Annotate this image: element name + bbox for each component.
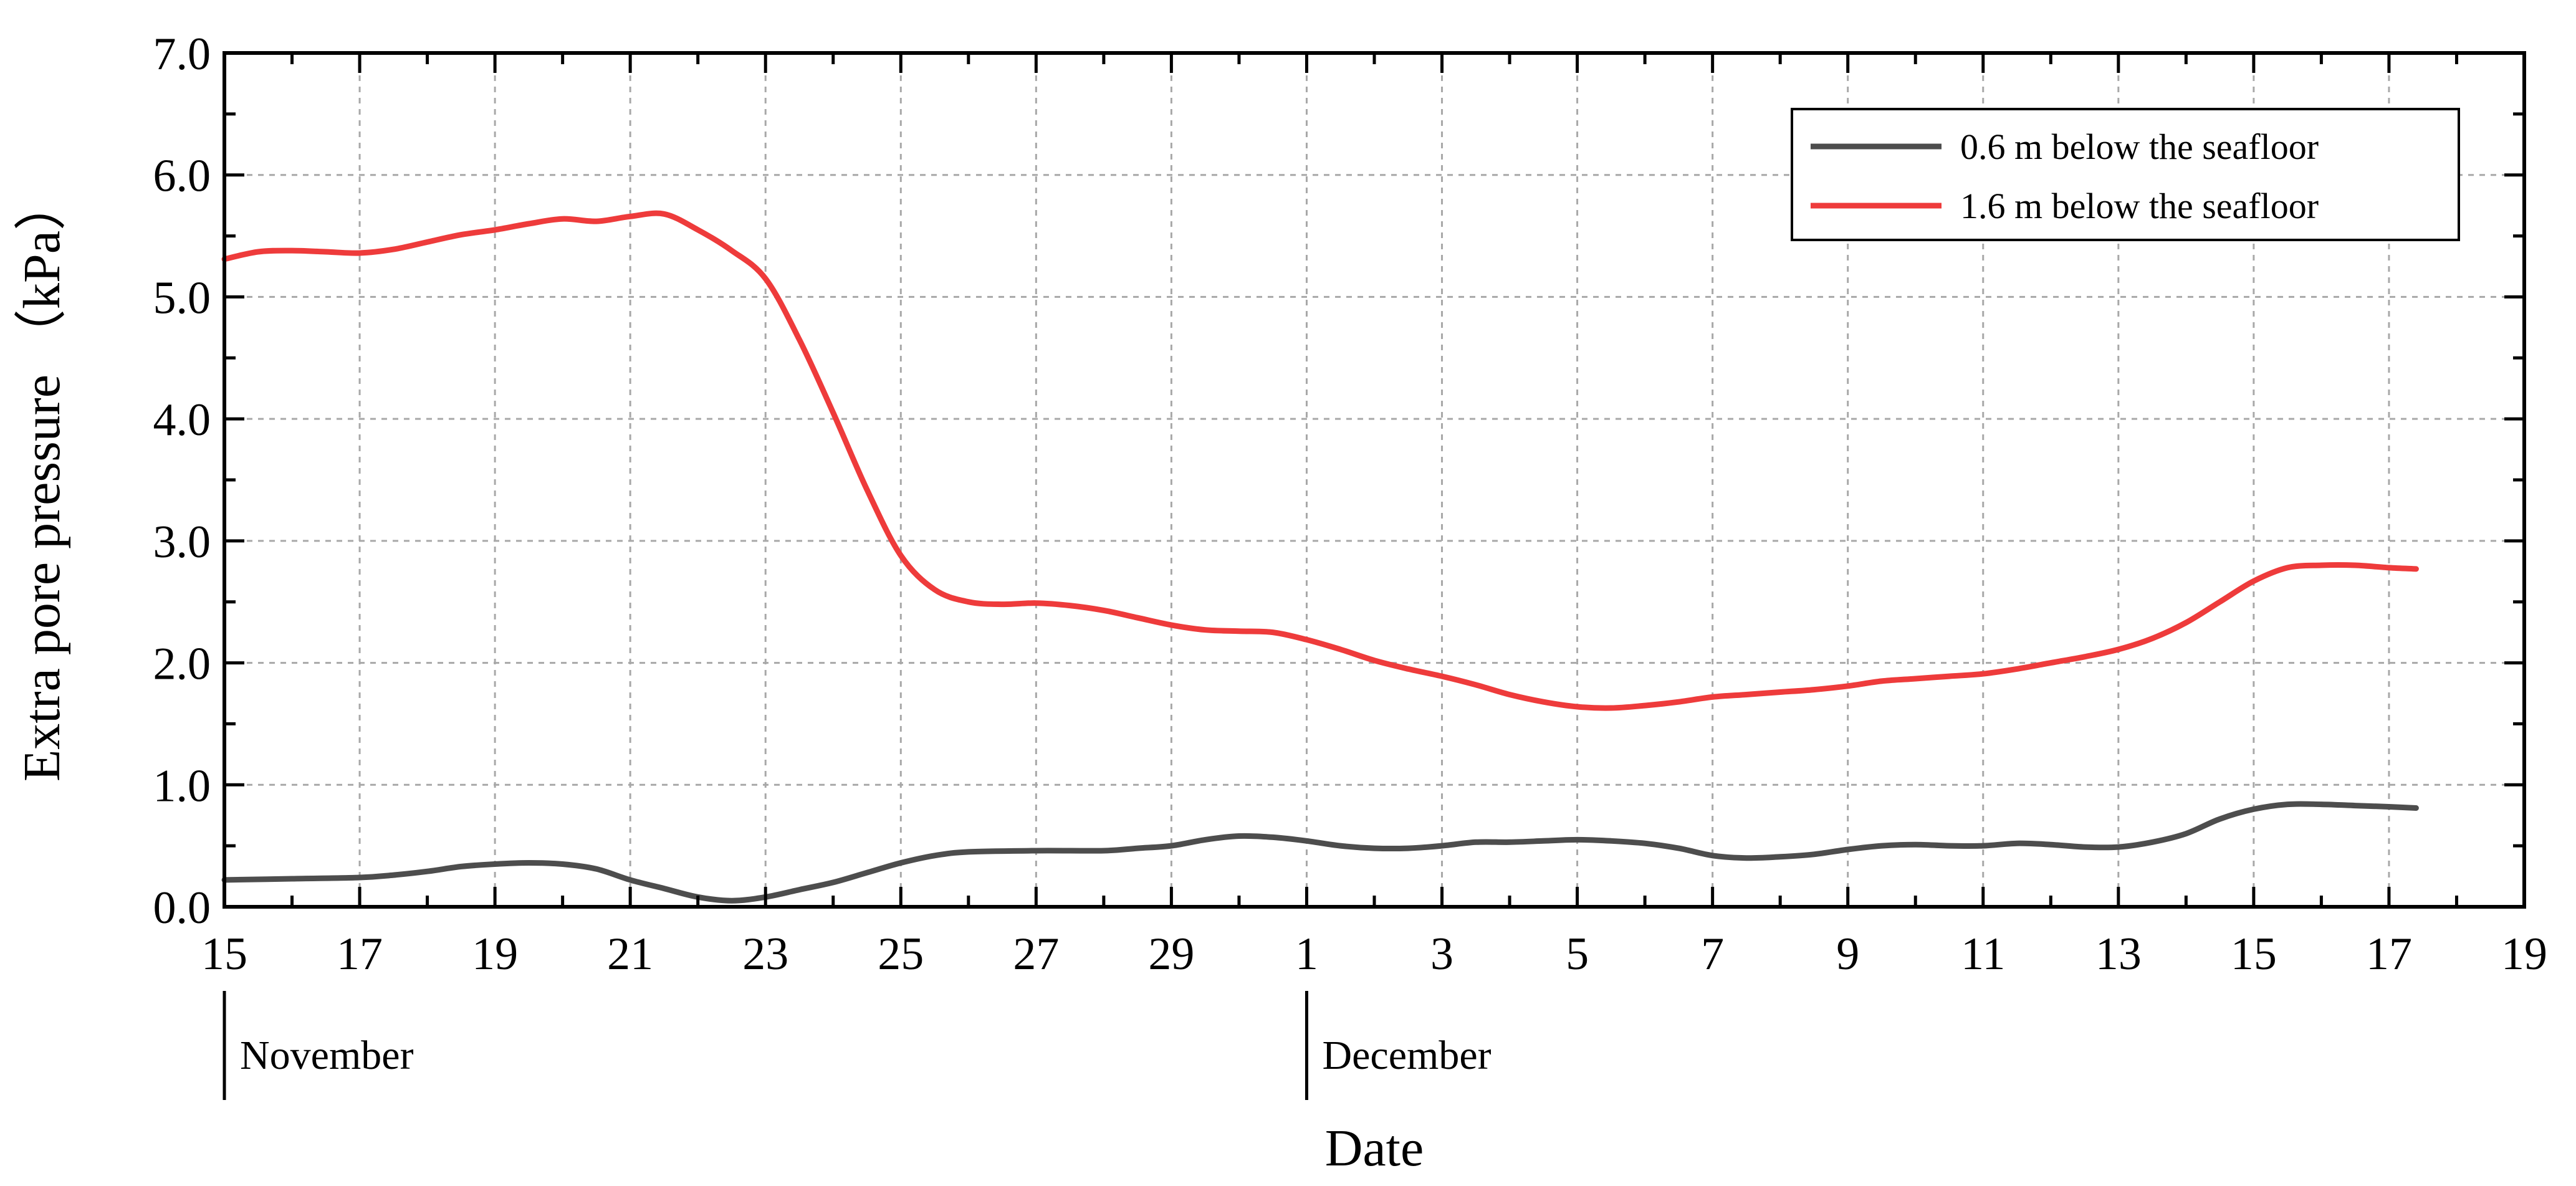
y-tick-label: 5.0 [153,272,211,323]
x-tick-label: 7 [1701,929,1724,980]
x-tick-label: 3 [1430,929,1453,980]
y-tick-label: 6.0 [153,151,211,202]
x-axis-title: Date [1325,1119,1424,1177]
series-line-2 [221,210,2419,711]
legend: 0.6 m below the seafloor 1.6 m below the … [1791,108,2460,241]
x-tick-label: 17 [337,929,383,980]
tick-labels: 15 17 19 21 23 25 27 29 1 3 5 7 9 11 13 15 17 190.01.02.0… [153,29,2548,980]
y-tick-label: 2.0 [153,639,211,690]
x-tick-label: 19 [2501,929,2547,980]
month-markers: November December [223,991,1491,1100]
x-tick-label: 23 [742,929,788,980]
legend-box [1791,108,2460,241]
legend-label-1: 0.6 m below the seafloor [1960,127,2319,167]
x-tick-label: 15 [2231,929,2277,980]
x-tick-label: 21 [607,929,653,980]
month-label: December [1322,1033,1491,1078]
x-tick-label: 19 [472,929,518,980]
x-tick-label: 27 [1013,929,1059,980]
y-tick-label: 1.0 [153,760,211,811]
month-label: November [240,1033,414,1078]
x-tick-label: 13 [2095,929,2142,980]
x-tick-label: 29 [1148,929,1194,980]
y-tick-label: 4.0 [153,395,211,446]
y-tick-label: 0.0 [153,882,211,934]
gridlines [224,53,2524,907]
series-line-1 [221,801,2419,904]
y-axis-title: Extra pore pressure （kPa） [13,178,71,782]
x-tick-label: 9 [1836,929,1859,980]
x-tick-label: 25 [878,929,924,980]
data-series [221,210,2419,904]
y-tick-label: 7.0 [153,29,211,80]
x-tick-label: 1 [1295,929,1318,980]
y-tick-label: 3.0 [153,517,211,568]
legend-label-2: 1.6 m below the seafloor [1960,186,2319,226]
x-tick-label: 15 [201,929,247,980]
x-tick-label: 11 [1961,929,2005,980]
axis-ticks [223,51,2526,909]
x-tick-label: 17 [2366,929,2412,980]
x-tick-label: 5 [1566,929,1589,980]
